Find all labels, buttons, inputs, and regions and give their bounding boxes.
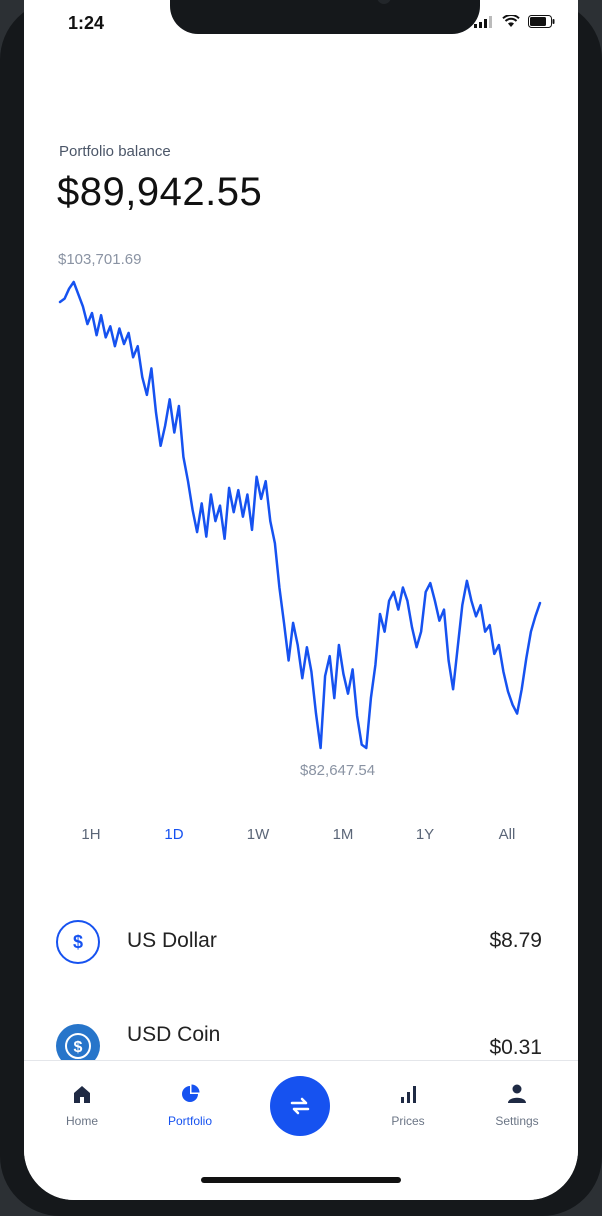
swap-arrows-icon <box>290 1097 310 1115</box>
pie-chart-icon <box>182 1084 200 1102</box>
bottom-tab-bar: Home Portfolio <box>24 1060 578 1200</box>
status-time: 1:24 <box>68 13 105 33</box>
wifi-icon <box>502 15 520 27</box>
tab-settings[interactable]: Settings <box>477 1083 557 1128</box>
tab-label: Portfolio <box>167 1114 213 1128</box>
tab-home[interactable]: Home <box>42 1083 122 1128</box>
signal-icon <box>474 15 492 28</box>
portfolio-series-line <box>58 280 542 750</box>
asset-value: $0.31 <box>489 1036 542 1059</box>
tab-portfolio[interactable]: Portfolio <box>150 1083 230 1128</box>
range-1d[interactable]: 1D <box>164 826 184 843</box>
tab-prices[interactable]: Prices <box>368 1083 448 1128</box>
trade-button[interactable] <box>270 1076 330 1136</box>
home-icon <box>74 1086 90 1103</box>
portfolio-balance-label: Portfolio balance <box>59 143 171 160</box>
user-icon <box>508 1084 526 1103</box>
dollar-icon: $ <box>56 920 100 964</box>
asset-row-us-dollar[interactable]: $ US Dollar $8.79 <box>24 912 578 972</box>
range-1m[interactable]: 1M <box>332 826 354 843</box>
front-camera <box>377 0 391 4</box>
device-notch <box>170 0 480 34</box>
range-1y[interactable]: 1Y <box>415 826 435 843</box>
asset-name: USD Coin <box>127 1023 221 1046</box>
asset-name: US Dollar <box>127 929 217 952</box>
chart-low-label: $82,647.54 <box>300 762 376 779</box>
portfolio-balance-value: $89,942.55 <box>57 170 263 214</box>
range-1h[interactable]: 1H <box>81 826 101 843</box>
tab-label: Prices <box>391 1114 425 1128</box>
status-icons <box>474 15 556 28</box>
portfolio-chart[interactable] <box>24 270 578 760</box>
range-1w[interactable]: 1W <box>246 826 270 843</box>
time-range-selector: 1H 1D 1W 1M 1Y All <box>24 826 578 850</box>
battery-icon <box>528 15 555 28</box>
chart-high-label: $103,701.69 <box>58 251 142 268</box>
bar-chart-icon <box>401 1086 416 1103</box>
svg-text:$: $ <box>74 1039 83 1056</box>
tab-label: Home <box>65 1114 98 1128</box>
asset-value: $8.79 <box>489 929 542 952</box>
tab-label: Settings <box>495 1114 539 1128</box>
app-screen: 1:24 Portfolio balance $89,942.55 $103,7… <box>24 0 578 1200</box>
range-all[interactable]: All <box>498 826 516 843</box>
home-indicator <box>201 1177 401 1183</box>
